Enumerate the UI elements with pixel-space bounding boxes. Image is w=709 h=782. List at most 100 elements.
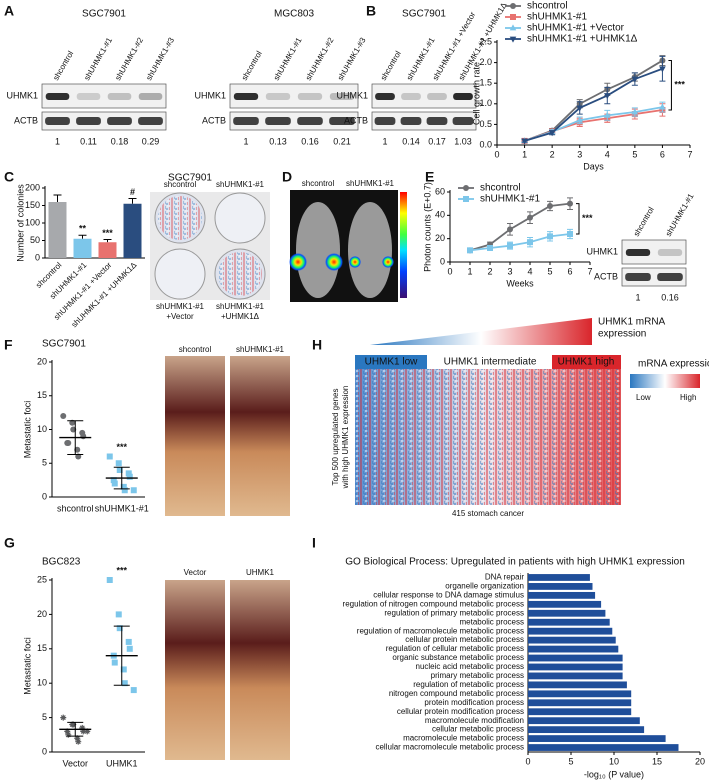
band	[427, 93, 447, 100]
y-tick-label: 1.5	[479, 78, 492, 88]
bar	[528, 618, 610, 626]
y-tick-label: 50	[30, 235, 40, 245]
y-tick-label: cellular response to DNA damage stimulus	[373, 590, 524, 599]
loading-band	[233, 117, 259, 125]
bar	[528, 600, 602, 608]
panel-label: H	[312, 337, 322, 353]
quant-label: 0.14	[402, 136, 420, 146]
legend-label: shUHMK1-#1 +UHMK1Δ	[527, 34, 638, 45]
marker	[130, 687, 137, 694]
marker	[527, 239, 533, 246]
x-tick-label: 20	[695, 756, 705, 766]
annotation: ***	[116, 442, 127, 452]
marker	[567, 231, 573, 237]
y-tick-label: 10	[37, 424, 47, 434]
panel-label: B	[366, 3, 376, 19]
photo	[230, 356, 290, 516]
marker	[84, 728, 91, 735]
bar	[528, 591, 596, 599]
necropsy-photos	[165, 356, 290, 760]
blot-row-label: UHMK1	[6, 90, 38, 100]
x-tick-label: shcontrol	[57, 503, 94, 513]
quant-label: 0.16	[301, 136, 319, 146]
marker	[115, 611, 122, 618]
marker	[70, 721, 77, 728]
y-axis-label: Photon counts (E+0.7)	[422, 182, 432, 272]
bar	[528, 654, 623, 662]
marker	[64, 728, 71, 735]
bar	[528, 663, 623, 671]
marker	[509, 36, 517, 43]
y-tick-label: 100	[25, 217, 40, 227]
quant-label: 0.17	[428, 136, 446, 146]
blot-row-label: ACTB	[344, 115, 368, 125]
y-tick-label: nucleic acid metabolic process	[416, 662, 525, 671]
marker	[126, 473, 133, 480]
bracket	[576, 203, 580, 235]
y-tick-label: cellular protein metabolic process	[405, 635, 524, 644]
x-axis-label: 415 stomach cancer	[452, 509, 524, 518]
legend-label: shcontrol	[527, 1, 568, 12]
marker	[547, 203, 553, 209]
panel-label: D	[282, 169, 292, 185]
image-label: shUHMK1-#1	[156, 302, 205, 311]
image-label: shUHMK1-#1	[346, 179, 395, 188]
sd-bar	[113, 625, 130, 686]
blot-row-label: ACTB	[594, 271, 618, 281]
marker	[106, 577, 113, 583]
lane-label: shcontrol	[632, 205, 656, 238]
marker	[111, 480, 118, 487]
x-tick-label: 0	[494, 149, 499, 159]
marker	[510, 3, 516, 9]
y-tick-label: 0	[35, 252, 40, 262]
blot-frame	[41, 111, 167, 131]
series-line	[469, 233, 571, 252]
blot-title: SGC7901	[402, 9, 446, 20]
series-line	[524, 109, 663, 142]
marker	[120, 666, 127, 673]
x-tick-label: 2	[550, 149, 555, 159]
y-axis-label: Number of colonies	[15, 184, 25, 262]
signal	[325, 253, 343, 271]
marker	[116, 467, 123, 473]
marker	[507, 226, 513, 233]
y-axis-label: Metastatic foci	[22, 401, 32, 459]
marker	[69, 419, 76, 426]
marker	[548, 130, 556, 137]
marker	[487, 245, 493, 251]
band	[107, 93, 132, 100]
heatmap	[355, 318, 700, 505]
panel-label: I	[312, 535, 316, 551]
band	[297, 93, 323, 100]
marker	[80, 433, 87, 440]
y-tick-label: 20	[37, 356, 47, 366]
blot-row-label: UHMK1	[336, 90, 368, 100]
y-tick-label: 0	[440, 256, 445, 266]
blot-frame	[621, 267, 687, 287]
image-label: +Vector	[166, 312, 194, 321]
x-axis-label: Days	[583, 161, 604, 171]
panel-label: G	[4, 535, 15, 551]
group-label: UHMK1 high	[558, 357, 615, 368]
y-tick-label: 15	[37, 390, 47, 400]
bar	[528, 708, 632, 716]
lane-label: shUHMK1-#2	[304, 35, 336, 82]
chart-title: SGC7901	[168, 173, 212, 184]
bar	[98, 242, 117, 258]
y-tick-label: 2.0	[479, 57, 492, 67]
marker	[80, 728, 87, 735]
x-tick-label: 4	[605, 149, 610, 159]
bar	[528, 627, 613, 635]
image-label: shUHMK1-#1	[236, 345, 285, 354]
heatmap-texture	[355, 369, 621, 505]
y-tick-label: 60	[435, 186, 445, 196]
bar	[528, 645, 619, 653]
bar	[528, 717, 640, 725]
lane-label: shUHMK1-#1	[82, 35, 114, 82]
x-tick-label: 3	[507, 266, 512, 276]
colonies	[158, 196, 202, 240]
x-tick-label: 7	[687, 149, 692, 159]
bar	[528, 699, 632, 707]
marker	[121, 487, 128, 494]
image-label: UHMK1	[246, 568, 275, 577]
